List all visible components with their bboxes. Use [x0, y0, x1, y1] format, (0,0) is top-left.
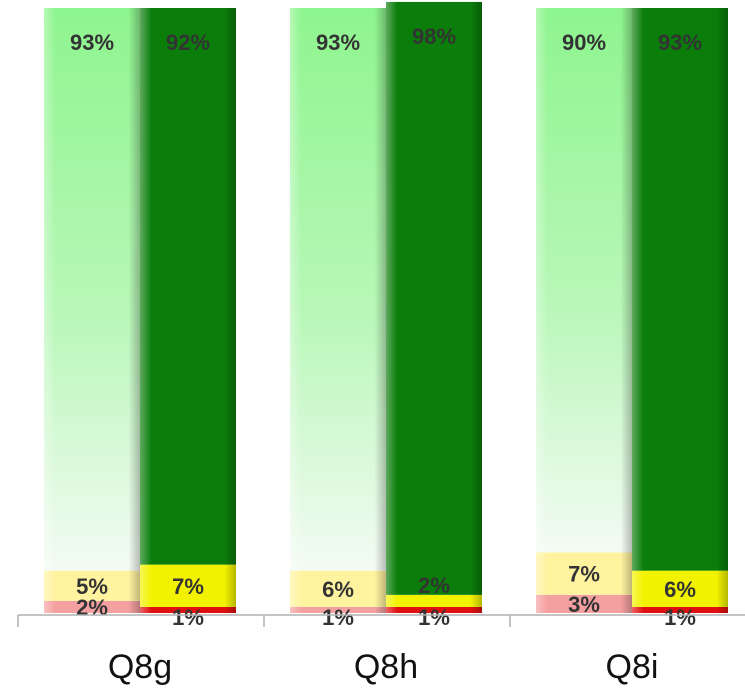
x-tick-label-q8g: Q8g	[108, 648, 172, 686]
bar-bevel-q8i-dark-high	[632, 8, 728, 571]
x-tick-label-q8i: Q8i	[606, 648, 659, 686]
data-label-q8g-dark-mid: 7%	[172, 574, 204, 599]
data-label-q8h-light-low: 1%	[322, 605, 354, 630]
bar-bevel-q8i-dark-mid	[632, 570, 728, 607]
data-label-q8i-light-mid: 7%	[568, 562, 600, 587]
data-label-q8i-dark-high: 93%	[658, 30, 702, 55]
data-label-q8i-light-low: 3%	[568, 592, 600, 617]
bar-bevel-q8i-light-low	[536, 594, 632, 613]
data-label-q8g-light-high: 93%	[70, 30, 114, 55]
data-label-q8i-light-high: 90%	[562, 30, 606, 55]
bar-bevel-q8h-light-high	[290, 8, 386, 571]
labels-layer: 2%5%93%1%7%92%1%6%93%1%2%98%3%7%90%1%6%9…	[70, 24, 702, 630]
bar-bevel-q8i-light-mid	[536, 552, 632, 595]
data-label-q8h-light-mid: 6%	[322, 577, 354, 602]
bar-bevel-q8h-dark-mid	[386, 594, 482, 607]
bar-bevel-q8h-dark-low	[386, 606, 482, 613]
data-label-q8i-dark-mid: 6%	[664, 577, 696, 602]
bar-bevel-q8i-dark-low	[632, 606, 728, 613]
bar-bevel-q8g-light-high	[44, 8, 140, 571]
data-label-q8h-dark-mid: 2%	[418, 573, 450, 598]
data-label-q8g-light-mid: 5%	[76, 574, 108, 599]
bar-bevel-q8g-dark-mid	[140, 564, 236, 607]
bar-bevel-q8g-dark-low	[140, 606, 236, 613]
bar-bevel-q8h-light-mid	[290, 570, 386, 607]
data-label-q8i-dark-low: 1%	[664, 605, 696, 630]
bar-bevel-q8i-light-high	[536, 8, 632, 553]
bar-bevel-q8h-dark-high	[386, 1, 482, 595]
bar-bevel-q8g-light-mid	[44, 570, 140, 601]
x-tick-label-q8h: Q8h	[354, 648, 418, 686]
data-label-q8g-dark-high: 92%	[166, 30, 210, 55]
data-label-q8h-light-high: 93%	[316, 30, 360, 55]
data-label-q8g-light-low: 2%	[76, 595, 108, 620]
x-axis: Q8g Q8h Q8i	[17, 614, 745, 686]
bar-bevel-q8h-light-low	[290, 606, 386, 613]
bar-bevel-q8g-light-low	[44, 600, 140, 613]
data-label-q8h-dark-high: 98%	[412, 24, 456, 49]
data-label-q8h-dark-low: 1%	[418, 605, 450, 630]
data-label-q8g-dark-low: 1%	[172, 605, 204, 630]
bar-bevel-q8g-dark-high	[140, 8, 236, 565]
bars-layer	[44, 1, 728, 613]
